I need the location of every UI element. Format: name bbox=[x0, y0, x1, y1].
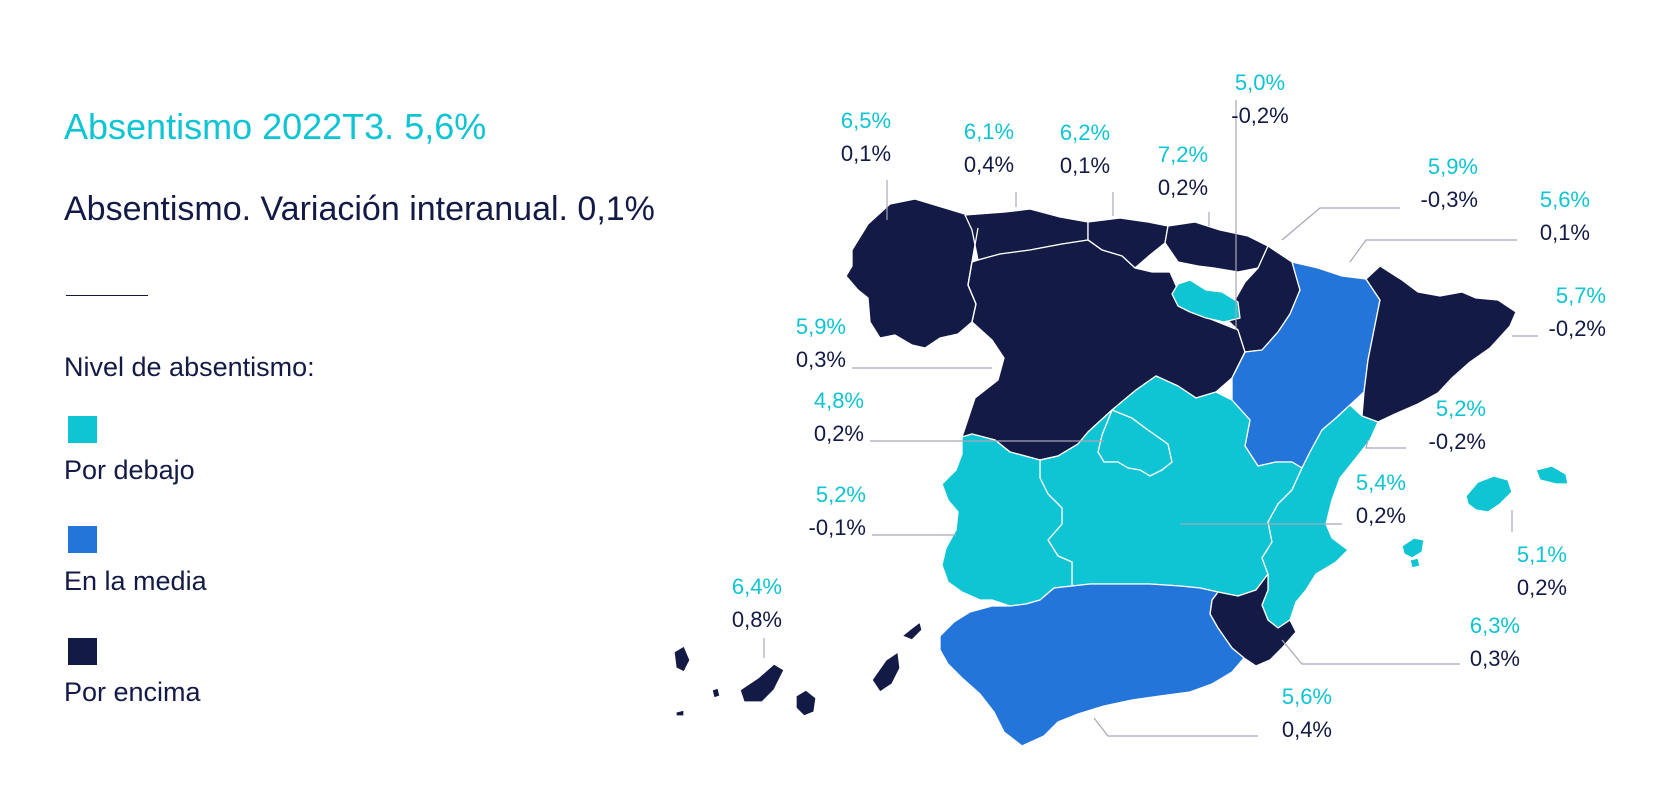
label-variation-la-rioja: -0,2% bbox=[1231, 103, 1288, 128]
legend-label-above: Por encima bbox=[64, 677, 201, 707]
label-variation-illes-balears: 0,2% bbox=[1517, 575, 1567, 600]
label-variation-andalucia: 0,4% bbox=[1282, 717, 1332, 742]
legend-label-below: Por debajo bbox=[64, 455, 195, 485]
label-variation-castilla-y-leon: 0,3% bbox=[796, 347, 846, 372]
internal-borders bbox=[967, 227, 1246, 461]
region-cataluna[interactable] bbox=[1361, 265, 1517, 423]
region-labels: 6,5% 0,1% 6,1% 0,4% 6,2% 0,1% 7,2% 0,2% … bbox=[732, 70, 1606, 742]
label-variation-comunitat-valenciana: -0,2% bbox=[1429, 429, 1486, 454]
label-value-andalucia: 5,6% bbox=[1282, 684, 1332, 709]
label-value-aragon: 5,6% bbox=[1540, 187, 1590, 212]
label-variation-galicia: 0,1% bbox=[841, 141, 891, 166]
map-subtitle: Absentismo. Variación interanual. 0,1% bbox=[64, 190, 655, 228]
region-la-rioja[interactable] bbox=[1171, 279, 1241, 323]
legend-swatch-below bbox=[68, 416, 97, 443]
map-title: Absentismo 2022T3. 5,6% bbox=[64, 106, 487, 147]
leader-lines bbox=[763, 100, 1538, 737]
label-value-la-rioja: 5,0% bbox=[1235, 70, 1285, 95]
label-value-canarias: 6,4% bbox=[732, 574, 782, 599]
label-value-pais-vasco: 7,2% bbox=[1158, 142, 1208, 167]
label-value-castilla-y-leon: 5,9% bbox=[796, 314, 846, 339]
label-variation-cantabria: 0,1% bbox=[1060, 153, 1110, 178]
label-value-cataluna: 5,7% bbox=[1556, 283, 1606, 308]
legend-swatch-above bbox=[68, 638, 97, 665]
region-pais-vasco[interactable] bbox=[1164, 221, 1269, 273]
label-variation-castilla-la-mancha: 0,2% bbox=[1356, 503, 1406, 528]
region-canarias[interactable] bbox=[673, 621, 923, 717]
label-variation-murcia: 0,3% bbox=[1470, 646, 1520, 671]
label-value-comunitat-valenciana: 5,2% bbox=[1436, 396, 1486, 421]
label-variation-navarra: -0,3% bbox=[1421, 187, 1478, 212]
label-variation-extremadura: -0,1% bbox=[809, 515, 866, 540]
label-variation-cataluna: -0,2% bbox=[1549, 316, 1606, 341]
label-value-castilla-la-mancha: 5,4% bbox=[1356, 470, 1406, 495]
region-comunitat-valenciana[interactable] bbox=[1261, 404, 1379, 629]
legend-swatch-average bbox=[68, 526, 97, 553]
legend-title: Nivel de absentismo: bbox=[64, 352, 315, 382]
label-value-navarra: 5,9% bbox=[1428, 154, 1478, 179]
region-illes-balears[interactable] bbox=[1401, 465, 1569, 569]
label-value-galicia: 6,5% bbox=[841, 108, 891, 133]
label-value-madrid: 4,8% bbox=[814, 388, 864, 413]
label-value-illes-balears: 5,1% bbox=[1517, 542, 1567, 567]
label-value-cantabria: 6,2% bbox=[1060, 120, 1110, 145]
label-variation-pais-vasco: 0,2% bbox=[1158, 175, 1208, 200]
region-galicia[interactable] bbox=[845, 198, 979, 349]
label-variation-madrid: 0,2% bbox=[814, 421, 864, 446]
label-variation-canarias: 0,8% bbox=[732, 607, 782, 632]
label-variation-aragon: 0,1% bbox=[1540, 220, 1590, 245]
label-value-murcia: 6,3% bbox=[1470, 613, 1520, 638]
label-variation-asturias: 0,4% bbox=[964, 152, 1014, 177]
label-value-asturias: 6,1% bbox=[964, 119, 1014, 144]
label-value-extremadura: 5,2% bbox=[816, 482, 866, 507]
region-andalucia[interactable] bbox=[939, 583, 1245, 747]
regions bbox=[673, 198, 1569, 747]
divider bbox=[66, 295, 148, 296]
legend-label-average: En la media bbox=[64, 566, 207, 596]
